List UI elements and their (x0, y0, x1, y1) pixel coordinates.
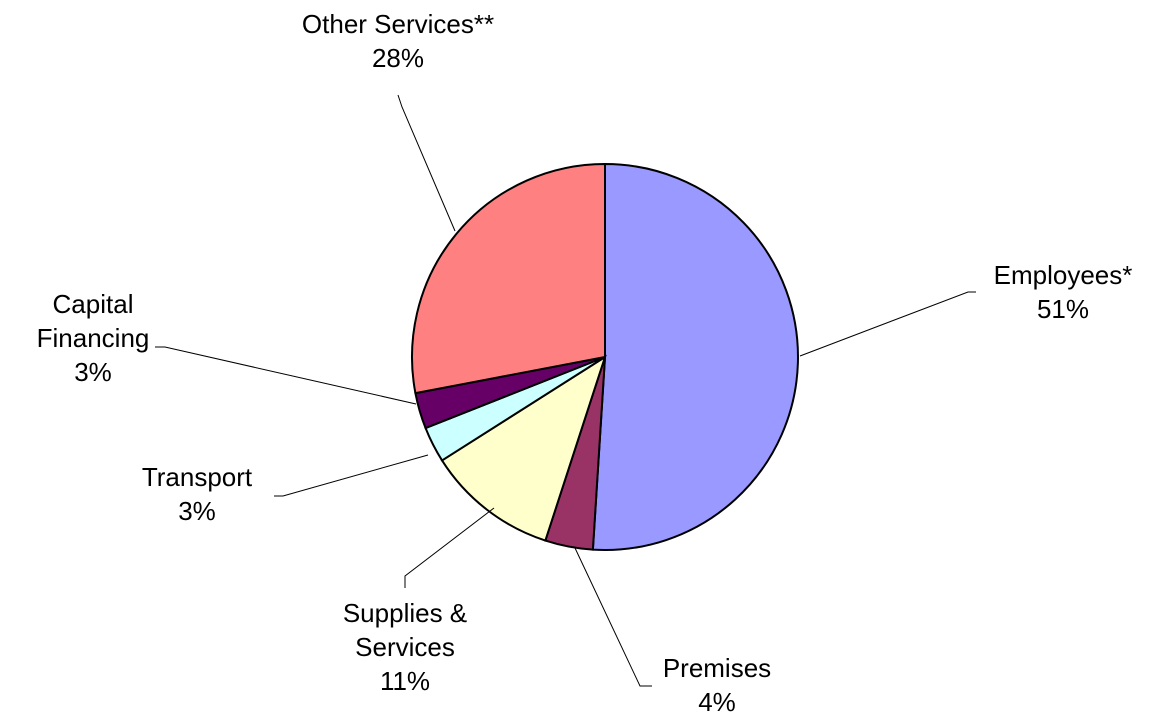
slice-name-label: Transport (142, 462, 253, 492)
slice-value-label: 3% (178, 496, 216, 526)
slice-label-employees: Employees* 51% (994, 260, 1133, 324)
pie-slice-supplies-services (440, 354, 607, 542)
slice-name-label: Capital (53, 289, 134, 319)
slice-value-label: 4% (698, 687, 736, 717)
leader-line-supplies-services (404, 507, 495, 588)
leader-line-other-services (397, 94, 456, 232)
leader-line-transport (274, 454, 429, 497)
slice-value-label: 51% (1037, 294, 1089, 324)
slice-label-supplies-services: Supplies & Services 11% (343, 598, 467, 696)
slice-label-premises: Premises 4% (663, 653, 771, 717)
slice-name-label: Financing (37, 323, 150, 353)
slice-label-other-services: Other Services** 28% (302, 9, 494, 73)
slice-name-label: Other Services** (302, 9, 494, 39)
slice-value-label: 28% (372, 43, 424, 73)
slices-layer (411, 162, 799, 551)
slice-label-transport: Transport 3% (142, 462, 253, 526)
slice-name-label: Premises (663, 653, 771, 683)
leader-line-premises (574, 547, 652, 687)
pie-slice-employees (591, 162, 799, 551)
pie-slice-other-services (411, 162, 606, 395)
slice-value-label: 11% (380, 666, 430, 696)
slice-label-capital-financing: Capital Financing 3% (37, 289, 150, 387)
leader-lines-layer (155, 94, 976, 687)
leader-line-employees (799, 291, 976, 357)
slice-name-label: Supplies & (343, 598, 467, 628)
slice-value-label: 3% (74, 357, 112, 387)
leader-line-capital-financing (155, 346, 417, 405)
slice-name-label: Employees* (994, 260, 1133, 290)
labels-layer: Employees* 51% Premises 4% Supplies & Service… (37, 9, 1133, 717)
slice-name-label: Services (355, 632, 455, 662)
